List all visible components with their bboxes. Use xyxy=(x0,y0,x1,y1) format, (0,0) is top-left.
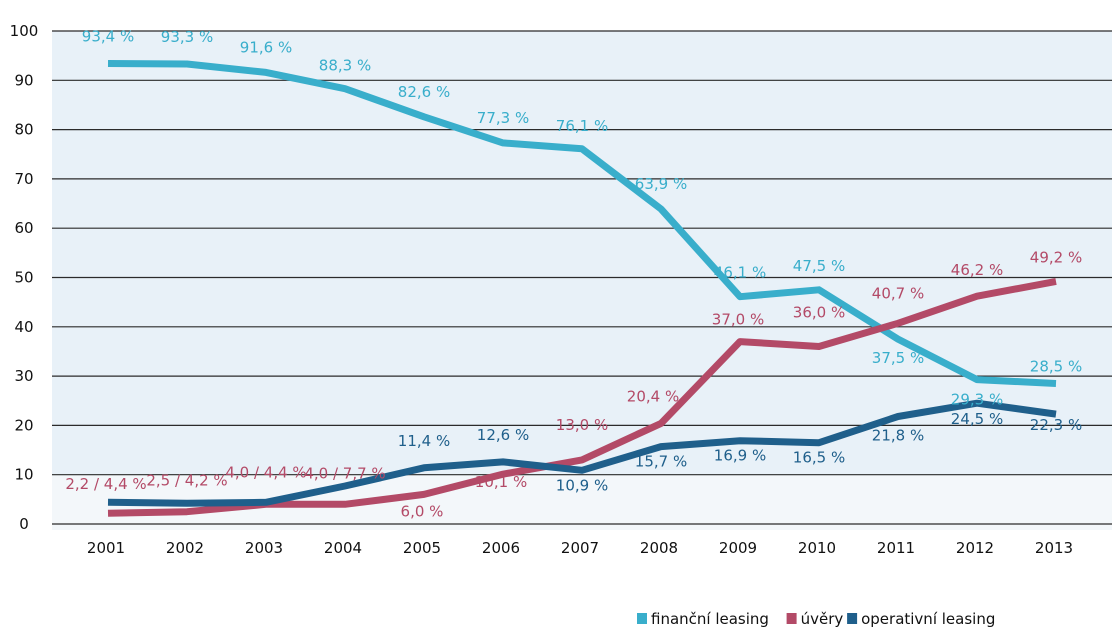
data-label: 4,0 / 7,7 % xyxy=(304,464,385,482)
data-label: 10,1 % xyxy=(475,473,527,491)
x-tick-label: 2004 xyxy=(324,539,362,557)
data-label: 29,3 % xyxy=(951,391,1003,409)
data-label: 13,0 % xyxy=(556,416,608,434)
x-tick-label: 2007 xyxy=(561,539,599,557)
data-label: 12,6 % xyxy=(477,426,529,444)
x-tick-label: 2003 xyxy=(245,539,283,557)
x-tick-label: 2013 xyxy=(1035,539,1073,557)
x-tick-label: 2009 xyxy=(719,539,757,557)
data-label: 77,3 % xyxy=(477,109,529,127)
data-label: 91,6 % xyxy=(240,38,292,56)
data-label: 93,4 % xyxy=(82,28,134,46)
data-label: 37,0 % xyxy=(712,311,764,329)
data-label: 2,2 / 4,4 % xyxy=(65,475,146,493)
x-tick-label: 2006 xyxy=(482,539,520,557)
y-tick-label: 20 xyxy=(14,416,33,434)
y-tick-label: 50 xyxy=(14,269,33,287)
y-tick-label: 0 xyxy=(19,515,29,533)
y-tick-label: 60 xyxy=(14,219,33,237)
data-labels-layer: 93,4 % 93,3 % 91,6 % 88,3 % 82,6 % 77,3 % 76,1… xyxy=(65,28,1082,521)
data-label: 15,7 % xyxy=(635,453,687,471)
data-label: 28,5 % xyxy=(1030,357,1082,375)
data-label: 20,4 % xyxy=(627,387,679,405)
y-tick-label: 30 xyxy=(14,367,33,385)
data-label: 22,3 % xyxy=(1030,416,1082,434)
data-label: 37,5 % xyxy=(872,349,924,367)
data-label: 24,5 % xyxy=(951,410,1003,428)
data-label: 88,3 % xyxy=(319,57,371,75)
data-label: 4,0 / 4,4 % xyxy=(225,463,306,481)
y-tick-label: 100 xyxy=(10,22,39,40)
legend: finanční leasing úvěry operativní leasing xyxy=(637,610,995,628)
legend-swatch xyxy=(637,613,647,624)
x-tick-label: 2005 xyxy=(403,539,441,557)
data-label: 40,7 % xyxy=(872,284,924,302)
legend-label: operativní leasing xyxy=(861,610,995,628)
grid-layer xyxy=(52,30,1112,525)
data-label: 76,1 % xyxy=(556,117,608,135)
legend-label: finanční leasing xyxy=(651,610,769,628)
data-label: 2,5 / 4,2 % xyxy=(146,472,227,490)
data-label: 10,9 % xyxy=(556,476,608,494)
axes-layer: 0 10 20 30 40 50 60 70 80 90 100 2001 2002 2003 2004 20… xyxy=(10,22,1073,557)
legend-swatch xyxy=(847,613,858,624)
series-line xyxy=(107,60,1057,387)
x-tick-label: 2002 xyxy=(166,539,204,557)
data-label: 6,0 % xyxy=(401,502,444,520)
data-label: 46,2 % xyxy=(951,261,1003,279)
data-label: 16,9 % xyxy=(714,447,766,465)
y-tick-label: 70 xyxy=(14,170,33,188)
plot-background xyxy=(52,31,1112,475)
data-label: 46,1 % xyxy=(714,264,766,282)
data-label: 21,8 % xyxy=(872,427,924,445)
x-tick-label: 2010 xyxy=(798,539,836,557)
legend-label: úvěry xyxy=(801,610,844,628)
data-label: 49,2 % xyxy=(1030,248,1082,266)
series-layer xyxy=(107,60,1057,517)
data-label: 93,3 % xyxy=(161,28,213,46)
y-tick-label: 40 xyxy=(14,318,33,336)
data-label: 47,5 % xyxy=(793,257,845,275)
data-label: 63,9 % xyxy=(635,175,687,193)
data-label: 11,4 % xyxy=(398,432,450,450)
data-label: 82,6 % xyxy=(398,83,450,101)
data-label: 16,5 % xyxy=(793,449,845,467)
legend-swatch xyxy=(786,613,797,624)
series-line xyxy=(107,399,1057,507)
x-tick-label: 2012 xyxy=(956,539,994,557)
x-tick-label: 2008 xyxy=(640,539,678,557)
data-label: 36,0 % xyxy=(793,304,845,322)
plot-background-layer xyxy=(52,31,1112,530)
x-tick-label: 2011 xyxy=(877,539,915,557)
y-tick-label: 80 xyxy=(14,121,33,139)
y-tick-label: 10 xyxy=(14,466,33,484)
x-tick-label: 2001 xyxy=(87,539,125,557)
y-tick-label: 90 xyxy=(14,71,33,89)
